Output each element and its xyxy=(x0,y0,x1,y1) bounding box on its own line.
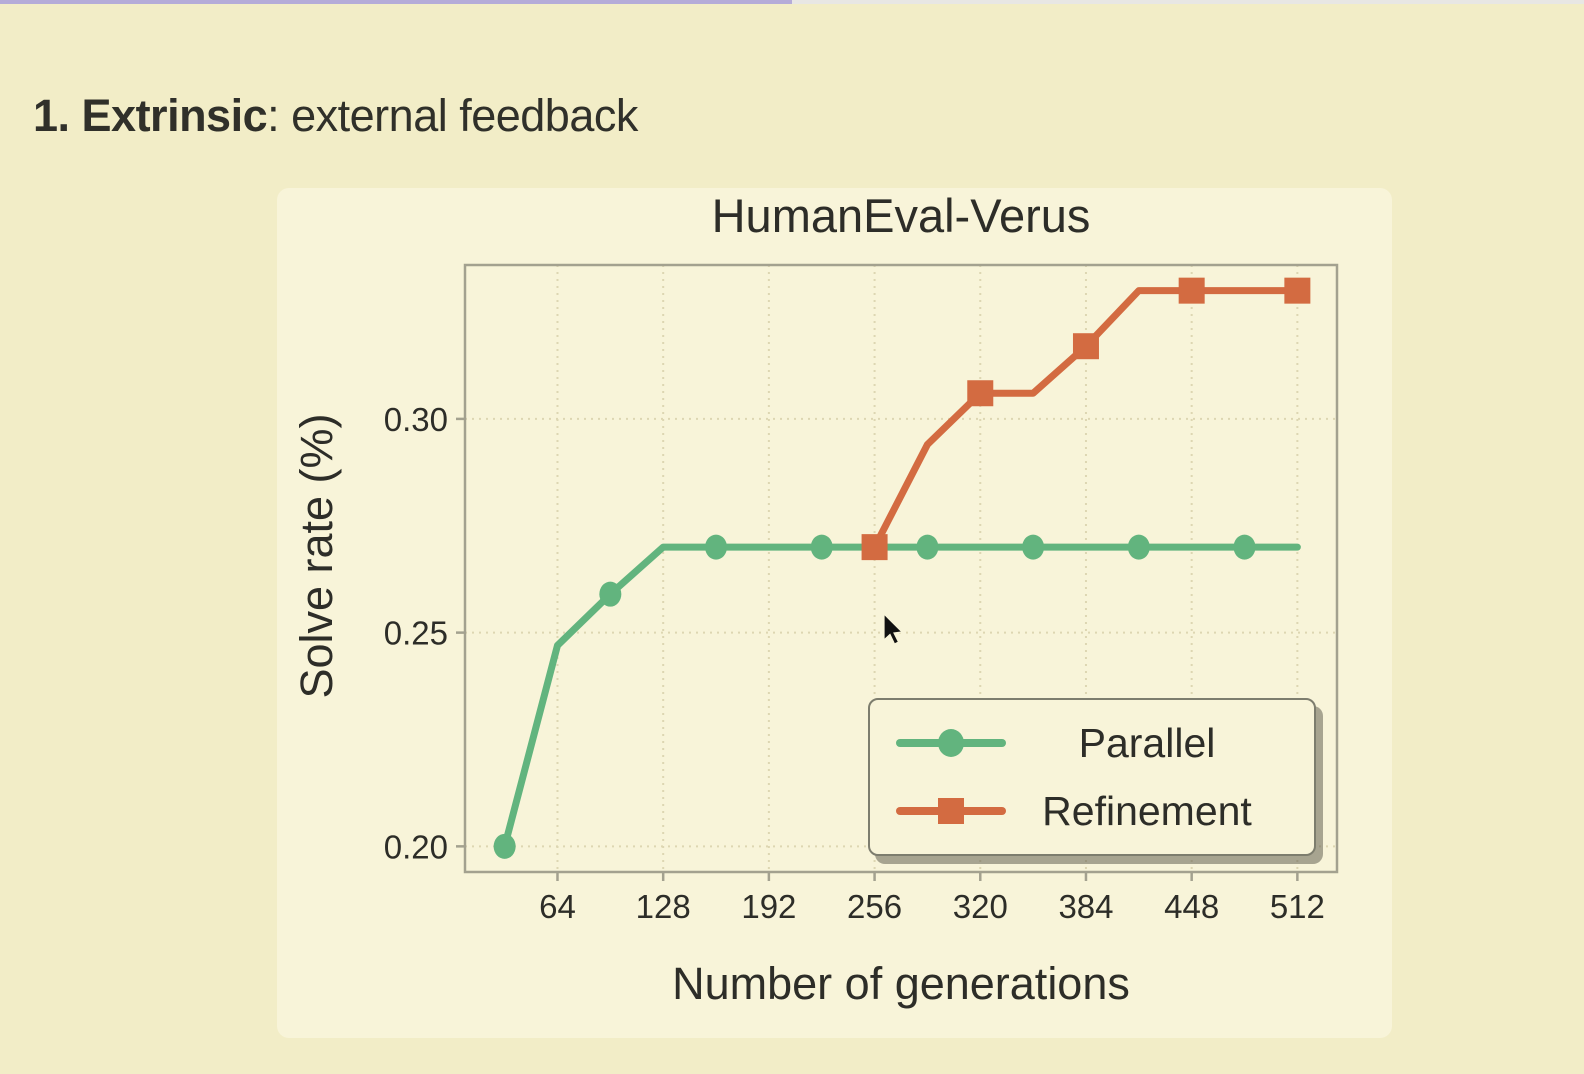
window-top-strip-right xyxy=(792,0,1584,4)
slide-heading: 1. Extrinsic: external feedback xyxy=(33,90,638,142)
series-line-parallel xyxy=(501,543,1301,850)
x-tick-label: 64 xyxy=(539,888,576,925)
data-point-refinement xyxy=(1072,333,1099,360)
data-point-refinement xyxy=(861,534,888,561)
data-point-parallel xyxy=(1127,534,1150,560)
heading-bold: 1. Extrinsic xyxy=(33,90,268,141)
x-tick-label: 192 xyxy=(741,888,796,925)
chart-legend: Parallel Refinement xyxy=(868,698,1316,856)
x-tick-label: 384 xyxy=(1058,888,1113,925)
data-point-refinement xyxy=(967,380,994,407)
legend-item-parallel: Parallel xyxy=(896,714,1288,772)
data-point-parallel xyxy=(493,833,516,859)
parallel-line-marker-icon xyxy=(896,729,1006,757)
data-point-parallel xyxy=(1022,534,1045,560)
x-tick-label: 448 xyxy=(1164,888,1219,925)
data-point-parallel xyxy=(705,534,728,560)
figure-card xyxy=(277,188,1392,1038)
x-tick-label: 128 xyxy=(636,888,691,925)
chart-title: HumanEval-Verus xyxy=(711,189,1091,242)
legend-item-refinement: Refinement xyxy=(896,782,1288,840)
data-point-parallel xyxy=(916,534,939,560)
x-tick-label: 256 xyxy=(847,888,902,925)
heading-rest: : external feedback xyxy=(267,90,638,141)
data-point-parallel xyxy=(599,581,622,607)
data-point-refinement xyxy=(1178,277,1205,304)
y-tick-label: 0.25 xyxy=(384,615,448,652)
data-point-refinement xyxy=(1284,277,1311,304)
data-point-parallel xyxy=(1233,534,1256,560)
mouse-cursor-icon xyxy=(883,612,904,645)
y-tick-label: 0.20 xyxy=(384,828,448,865)
y-tick-label: 0.30 xyxy=(384,401,448,438)
refinement-line-marker-icon xyxy=(896,798,1006,824)
y-axis-title: Solve rate (%) xyxy=(291,413,342,699)
data-point-parallel xyxy=(810,534,833,560)
x-tick-label: 320 xyxy=(953,888,1008,925)
x-tick-label: 512 xyxy=(1270,888,1325,925)
window-top-strip-left xyxy=(0,0,792,4)
x-axis-title: Number of generations xyxy=(672,958,1130,1009)
legend-label-refinement: Refinement xyxy=(1042,787,1252,834)
legend-label-parallel: Parallel xyxy=(1078,719,1216,766)
plot-border xyxy=(463,263,1339,874)
